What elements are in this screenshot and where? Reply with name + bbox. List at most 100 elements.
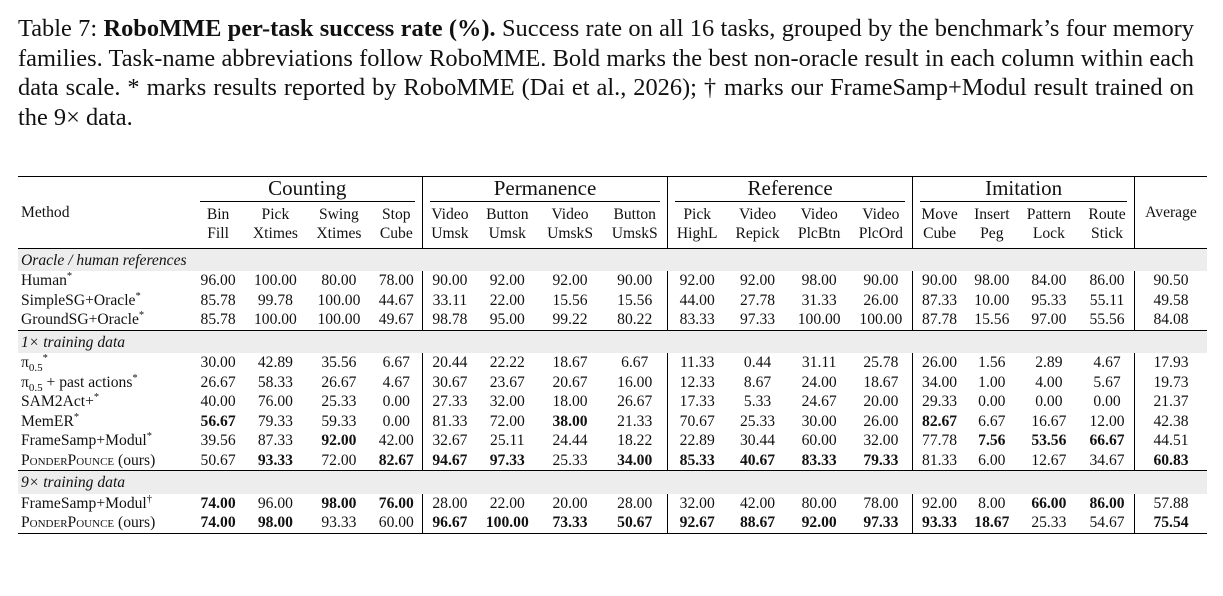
- value-cell: 12.00: [1089, 412, 1125, 430]
- task-header: Route Stick: [1080, 202, 1134, 249]
- caption-title: RoboMME per-task success rate (%).: [103, 15, 496, 42]
- value-cell: 87.33: [912, 290, 966, 310]
- value-cell: 7.56: [978, 432, 1006, 449]
- value-cell: 24.67: [801, 393, 837, 410]
- family-header-imitation: Imitation: [912, 176, 1135, 202]
- value-cell: 98.00: [974, 272, 1010, 289]
- value-cell: 34.00: [912, 372, 966, 392]
- method-name: Human*: [18, 271, 193, 291]
- value-cell: 26.67: [617, 393, 653, 410]
- value-cell: 92.00: [788, 513, 850, 534]
- value-cell: 26.00: [863, 412, 899, 430]
- value-cell: 26.67: [321, 373, 357, 391]
- average-cell: 17.93: [1134, 353, 1207, 373]
- value-cell: 18.67: [552, 354, 588, 371]
- value-cell: 22.00: [489, 291, 525, 309]
- value-cell: 79.33: [863, 451, 899, 469]
- method-name-subscript: 0.5: [28, 381, 43, 394]
- task-header-line: Xtimes: [316, 225, 362, 242]
- value-cell: 4.00: [1035, 373, 1063, 391]
- method-name-mark: *: [66, 270, 73, 282]
- value-cell: 86.00: [1089, 272, 1125, 289]
- value-cell: 16.67: [1031, 412, 1067, 430]
- value-cell: 0.00: [382, 412, 410, 430]
- task-header: Button UmskS: [602, 202, 667, 249]
- value-cell: 18.22: [617, 432, 653, 449]
- task-header-line: Video: [862, 205, 900, 223]
- method-name: MemER*: [18, 412, 193, 432]
- value-cell: 98.00: [801, 272, 837, 289]
- value-cell: 74.00: [200, 494, 236, 512]
- value-cell: 12.33: [667, 372, 727, 392]
- value-cell: 34.00: [617, 451, 653, 469]
- value-cell: 22.00: [489, 494, 525, 512]
- method-name-mark: *: [42, 352, 48, 364]
- value-cell: 99.78: [257, 291, 293, 309]
- task-header-line: PlcBtn: [797, 225, 841, 242]
- method-name-mark: *: [135, 290, 141, 302]
- method-name-mark: *: [73, 411, 80, 423]
- value-cell: 17.33: [667, 392, 727, 412]
- value-cell: 32.67: [421, 431, 477, 451]
- task-header-line: Move: [921, 205, 958, 223]
- value-cell: 55.56: [1089, 311, 1125, 328]
- header-row-tasks: Bin Fill Pick Xtimes Swing Xtimes Stop Cube Vide…: [18, 201, 1207, 249]
- task-header-line: Fill: [207, 225, 229, 242]
- task-header-line: Video: [738, 205, 777, 223]
- task-header-line: Button: [486, 205, 529, 223]
- value-cell: 15.56: [974, 311, 1010, 328]
- value-cell: 27.78: [739, 291, 776, 309]
- method-name: π0.5 + past actions*: [18, 373, 193, 394]
- task-header-line: Bin: [206, 205, 230, 223]
- section-title: 1× training data: [18, 329, 1207, 353]
- table-row: FrameSamp+Modul† 74.00 96.00 98.00 76.00 28.0…: [18, 493, 1207, 513]
- value-cell: 94.67: [421, 450, 477, 471]
- value-cell: 40.67: [739, 451, 776, 469]
- task-header-line: UmskS: [547, 225, 593, 242]
- value-cell: 5.67: [1093, 373, 1121, 391]
- section-header-row: Oracle / human references: [18, 247, 1207, 271]
- value-cell: 85.78: [200, 291, 236, 309]
- value-cell: 33.11: [421, 290, 477, 310]
- value-cell: 76.00: [378, 494, 414, 512]
- value-cell: 10.00: [974, 291, 1010, 309]
- method-name: PonderPounce (ours): [18, 513, 193, 534]
- task-header-line: Video: [800, 205, 838, 223]
- value-cell: 80.22: [617, 311, 653, 328]
- value-cell: 90.00: [421, 271, 477, 291]
- task-header: Pick Xtimes: [244, 202, 308, 249]
- task-header-line: Swing: [318, 205, 359, 223]
- family-header-reference: Reference: [667, 176, 913, 202]
- value-cell: 6.67: [978, 412, 1006, 430]
- average-cell: 49.58: [1134, 290, 1207, 310]
- value-cell: 97.33: [739, 311, 776, 328]
- value-cell: 78.00: [863, 494, 899, 512]
- results-table-wrapper: Method Counting Permanence Reference Imitati…: [18, 176, 1207, 534]
- value-cell: 42.89: [257, 354, 293, 371]
- value-cell: 81.33: [421, 411, 477, 431]
- value-cell: 30.67: [421, 372, 477, 392]
- value-cell: 86.00: [1089, 494, 1125, 512]
- value-cell: 92.00: [552, 272, 588, 289]
- value-cell: 11.33: [667, 353, 727, 373]
- value-cell: 23.67: [489, 373, 525, 391]
- value-cell: 32.00: [667, 493, 727, 513]
- task-header-line: Stick: [1091, 225, 1124, 242]
- value-cell: 72.00: [321, 451, 357, 469]
- task-header-line: Video: [431, 205, 469, 223]
- method-name-smallcaps: PonderPounce: [21, 451, 115, 469]
- task-header-line: Button: [613, 205, 656, 223]
- average-cell: 57.88: [1134, 493, 1207, 513]
- value-cell: 27.33: [421, 392, 477, 412]
- value-cell: 32.00: [489, 393, 525, 410]
- value-cell: 50.67: [200, 451, 236, 469]
- value-cell: 4.67: [1093, 354, 1121, 371]
- value-cell: 8.67: [743, 373, 772, 391]
- value-cell: 85.78: [200, 311, 236, 328]
- average-cell: 42.38: [1134, 411, 1207, 431]
- value-cell: 81.33: [912, 450, 966, 471]
- task-header-line: PlcOrd: [858, 225, 903, 242]
- value-cell: 0.00: [1093, 393, 1121, 410]
- task-header: Video PlcOrd: [850, 202, 913, 249]
- value-cell: 100.00: [253, 311, 297, 328]
